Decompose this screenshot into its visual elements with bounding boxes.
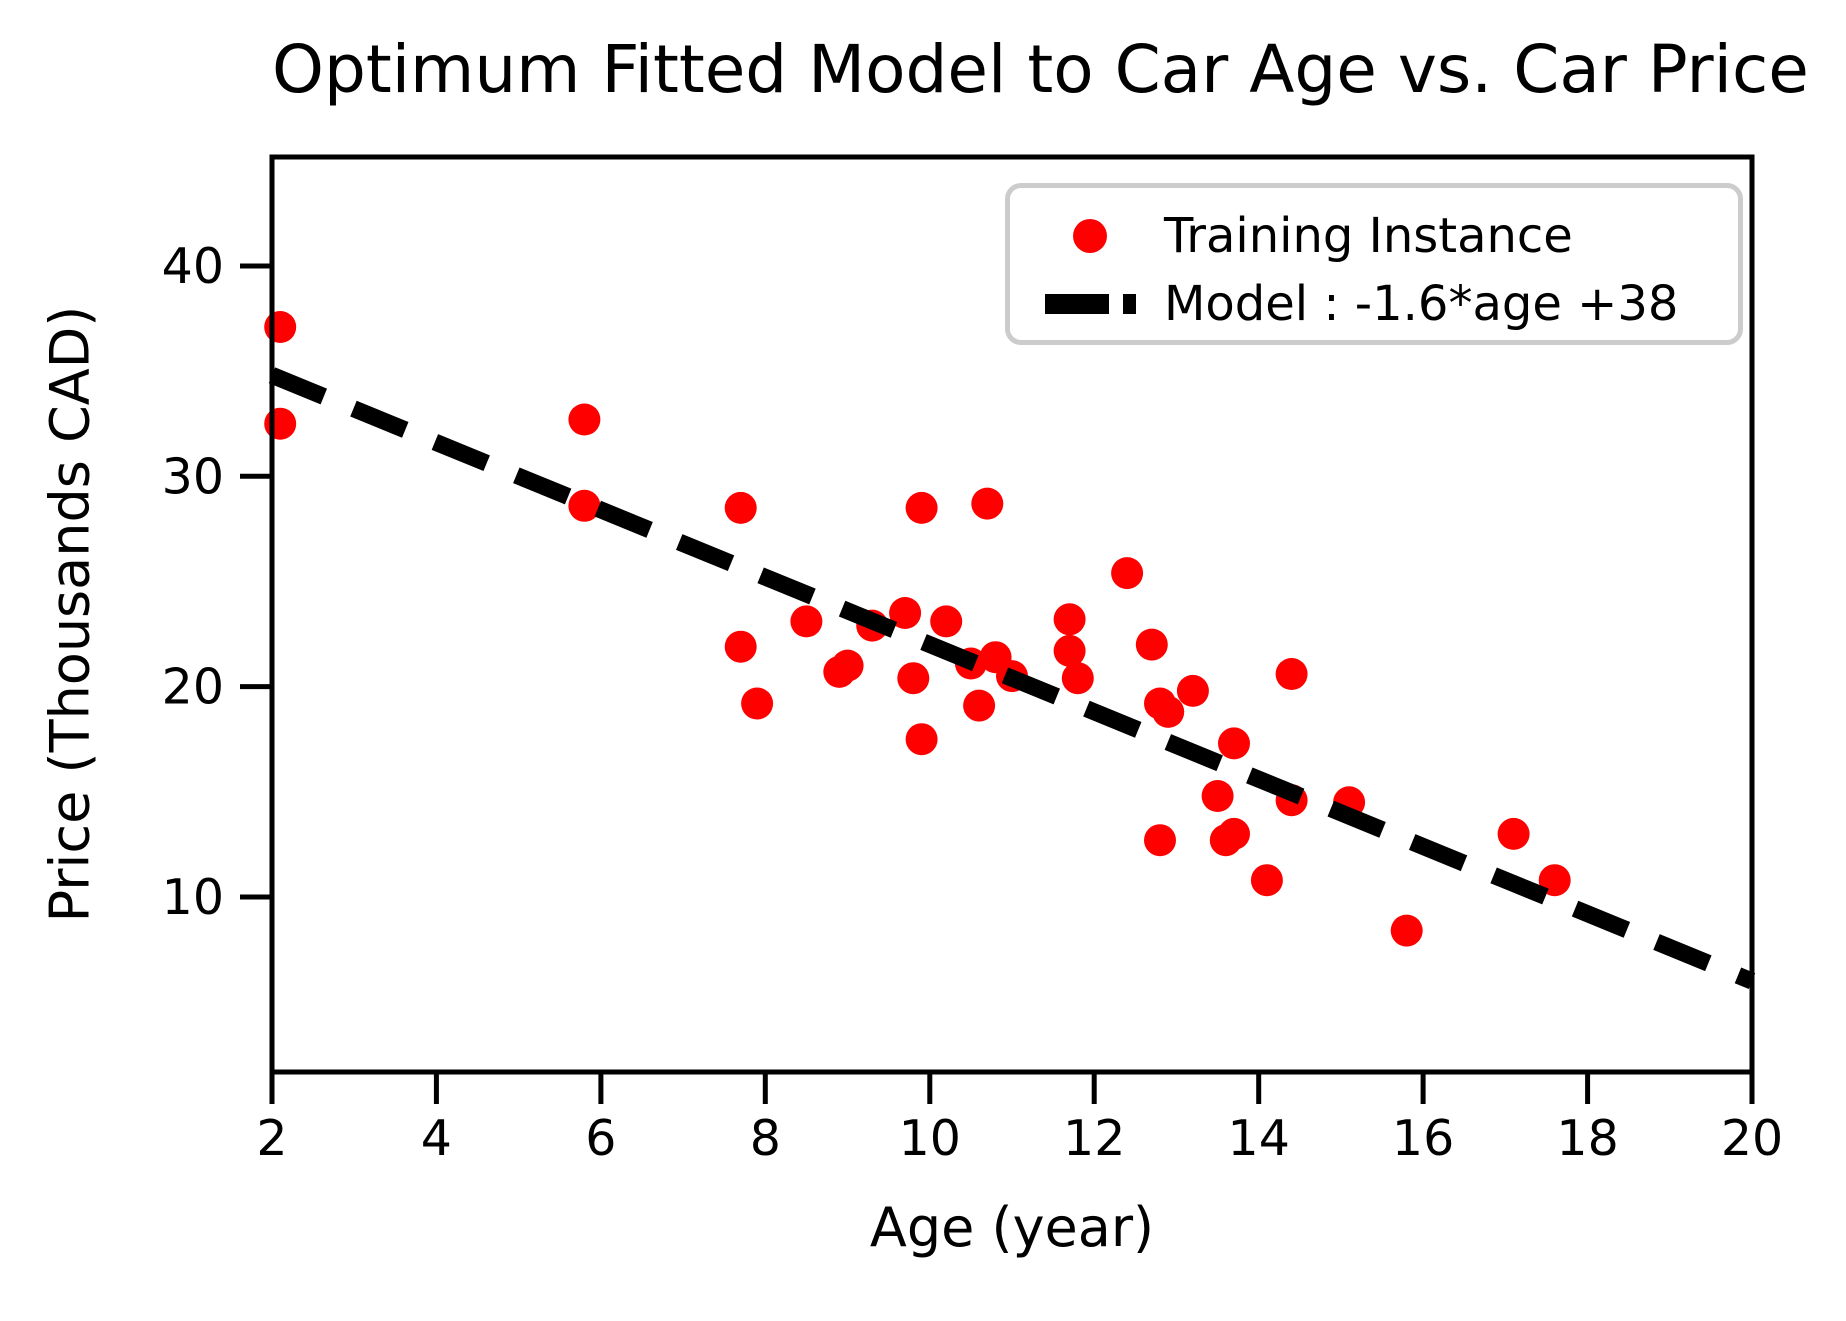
data-point — [568, 489, 601, 522]
x-tick-label: 8 — [750, 1110, 781, 1167]
data-point — [1497, 817, 1530, 850]
data-point — [1275, 658, 1308, 690]
dash-short-segment — [1122, 294, 1136, 315]
data-point — [1135, 628, 1168, 661]
dash-gap — [1109, 294, 1123, 314]
axes-spines — [269, 154, 1755, 1075]
y-tick-label: 30 — [162, 448, 224, 505]
x-tick-label: 20 — [1721, 1110, 1783, 1167]
x-tick-label: 18 — [1556, 1110, 1618, 1167]
data-point — [568, 403, 601, 436]
legend-row-model: Model : -1.6*age +38 — [1038, 271, 1738, 337]
data-point — [264, 311, 297, 343]
data-point — [1390, 914, 1423, 947]
data-point — [724, 630, 757, 663]
data-point — [1144, 824, 1176, 857]
x-tick-label: 12 — [1063, 1110, 1125, 1167]
legend-label-model: Model : -1.6*age +38 — [1164, 276, 1679, 333]
y-tick-label: 40 — [162, 238, 224, 295]
data-point — [905, 723, 938, 756]
model-dashed-line-icon — [1044, 294, 1136, 315]
data-point — [905, 491, 938, 524]
data-point — [1201, 780, 1234, 812]
data-point — [1053, 603, 1086, 636]
x-tick-label: 4 — [421, 1110, 452, 1167]
data-point — [1061, 662, 1094, 695]
data-point — [889, 597, 922, 629]
data-point — [963, 689, 996, 722]
data-point — [897, 662, 930, 695]
data-point — [1218, 727, 1250, 760]
data-point — [1176, 674, 1209, 707]
data-point — [1152, 695, 1185, 728]
data-point — [790, 605, 823, 638]
legend-row-training: Training Instance — [1038, 203, 1738, 269]
x-tick-label: 10 — [899, 1110, 961, 1167]
x-tick-label: 6 — [585, 1110, 616, 1167]
data-point — [1218, 817, 1250, 850]
data-point — [741, 687, 774, 720]
y-tick-label: 10 — [162, 869, 224, 926]
x-tick-label: 16 — [1392, 1110, 1454, 1167]
data-point — [971, 487, 1004, 520]
data-point — [831, 649, 864, 682]
legend-marker-col — [1038, 218, 1142, 253]
data-point — [1250, 864, 1283, 897]
x-tick-label: 14 — [1228, 1110, 1290, 1167]
model-line — [268, 367, 1756, 989]
dash-long-segment — [1044, 294, 1109, 315]
data-point — [264, 407, 297, 440]
legend-marker-col — [1038, 294, 1142, 315]
legend: Training Instance Model : -1.6*age +38 — [1005, 183, 1743, 345]
chart-title: Optimum Fitted Model to Car Age vs. Car … — [272, 31, 1809, 108]
data-point — [1053, 634, 1086, 667]
y-tick-label: 20 — [162, 659, 224, 716]
x-tick-label: 2 — [256, 1110, 287, 1167]
data-point — [724, 491, 757, 524]
data-point — [930, 605, 963, 638]
data-point — [1111, 557, 1144, 590]
x-axis-label: Age (year) — [869, 1196, 1155, 1259]
legend-label-training: Training Instance — [1164, 207, 1573, 264]
y-axis-label: Price (Thousands CAD) — [38, 305, 102, 923]
training-instance-dot-icon — [1073, 218, 1107, 253]
